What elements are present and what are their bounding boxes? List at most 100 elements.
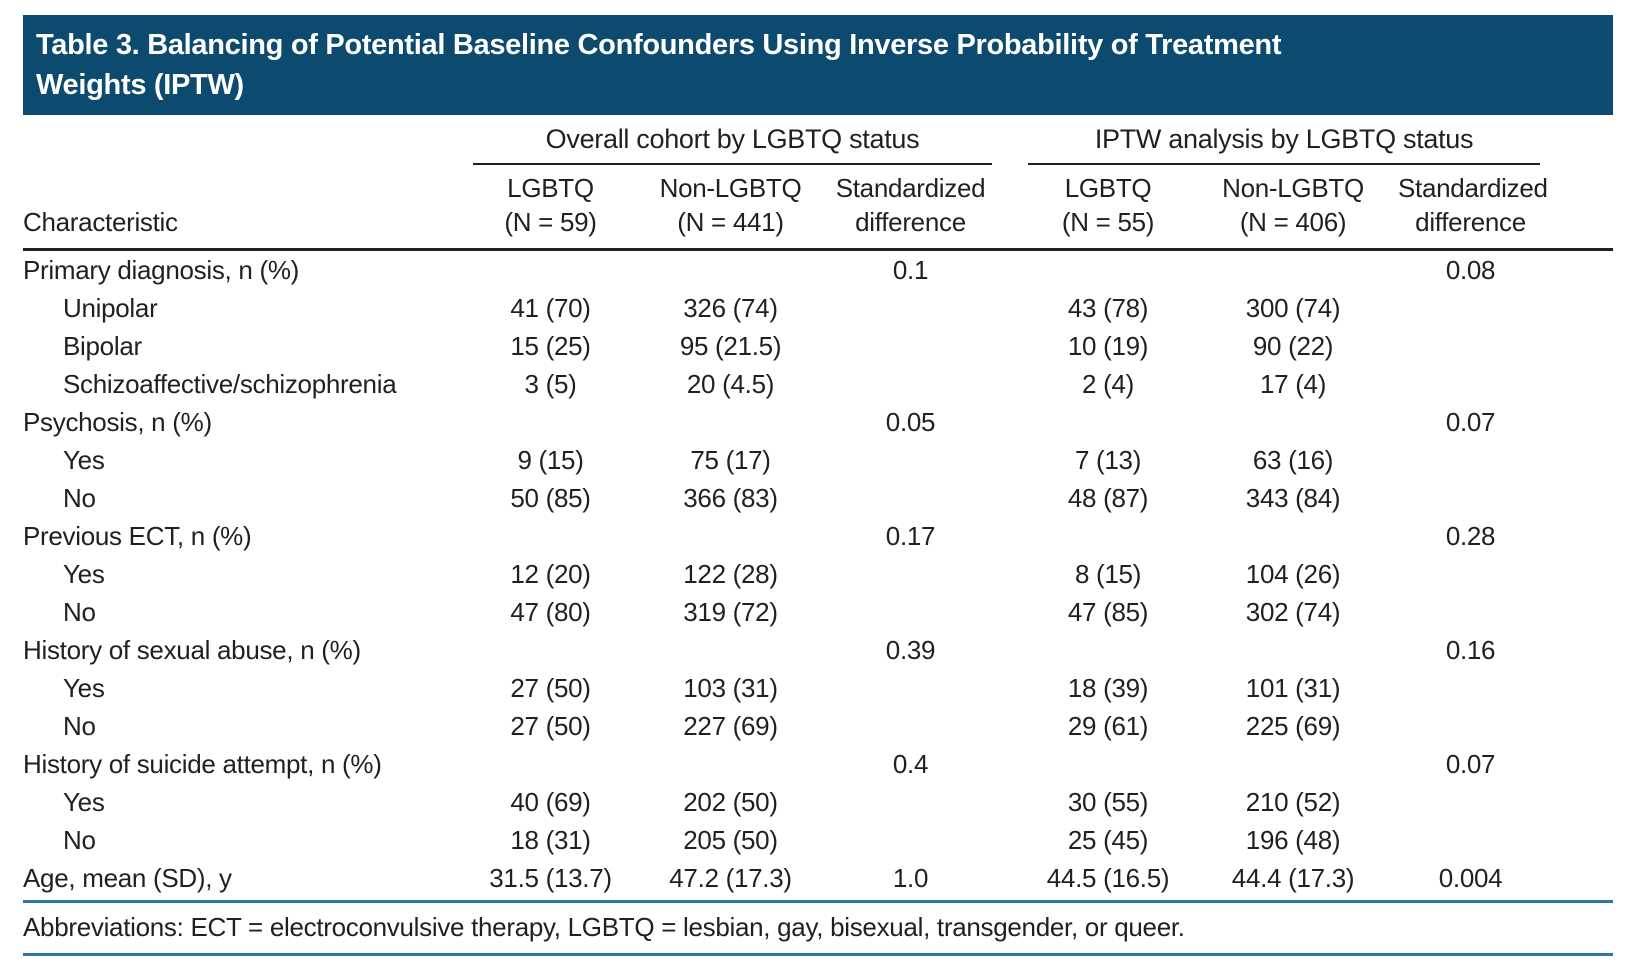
cell: 0.08: [1445, 255, 1496, 285]
cell: [1028, 517, 1188, 555]
cell: 41 (70): [510, 293, 591, 323]
table-body: Primary diagnosis, n (%) 0.1 0.08 Unipolar 4…: [23, 250, 1613, 898]
cell: [833, 555, 1028, 593]
cell: 300 (74): [1245, 293, 1341, 323]
column-header-line: difference: [855, 207, 966, 237]
table-row: Primary diagnosis, n (%) 0.1 0.08: [23, 250, 1613, 290]
cell: [1398, 783, 1613, 821]
cell: 103 (31): [683, 673, 778, 703]
cell: 2 (4): [1082, 369, 1134, 399]
row-label: Psychosis, n (%): [23, 407, 212, 437]
row-label: Previous ECT, n (%): [23, 521, 252, 551]
column-header-line: (N = 406): [1239, 207, 1347, 237]
cell: 3 (5): [524, 369, 577, 399]
cell: 0.16: [1445, 635, 1496, 665]
cell: [628, 517, 833, 555]
cell: [473, 250, 628, 290]
table-row: History of sexual abuse, n (%) 0.39 0.16: [23, 631, 1613, 669]
cell: 27 (50): [510, 711, 591, 741]
column-header-line: Non-LGBTQ: [659, 173, 802, 203]
column-header-line: Standardized: [835, 173, 986, 203]
cell: 326 (74): [683, 293, 778, 323]
cell: [1398, 593, 1613, 631]
table-container: Overall cohort by LGBTQ status IPTW anal…: [23, 120, 1614, 956]
table-header: Overall cohort by LGBTQ status IPTW anal…: [23, 120, 1614, 251]
cell: 1.0: [892, 863, 929, 893]
row-label: Bipolar: [63, 331, 142, 361]
cell: 47.2 (17.3): [669, 863, 792, 893]
column-header-line: Standardized: [1398, 173, 1548, 203]
group-header-iptw-label: IPTW analysis by LGBTQ status: [1028, 124, 1541, 165]
cell: 20 (4.5): [686, 369, 775, 399]
group-header-row: Overall cohort by LGBTQ status IPTW anal…: [23, 120, 1613, 165]
cell: [833, 479, 1028, 517]
cell: 0.1: [892, 255, 929, 285]
cell: [628, 631, 833, 669]
table-footnote: Abbreviations: ECT = electroconvulsive t…: [23, 900, 1613, 956]
table-row: Yes 12 (20) 122 (28) 8 (15) 104 (26): [23, 555, 1613, 593]
table-row: Yes 9 (15) 75 (17) 7 (13) 63 (16): [23, 441, 1613, 479]
table-row: Yes 40 (69) 202 (50) 30 (55) 210 (52): [23, 783, 1613, 821]
row-label: Yes: [63, 787, 105, 817]
cell: 202 (50): [683, 787, 778, 817]
cell: 15 (25): [510, 331, 591, 361]
column-header-lgbtq-overall: LGBTQ (N = 59): [473, 165, 628, 251]
table-row: Age, mean (SD), y 31.5 (13.7) 47.2 (17.3) 1…: [23, 859, 1613, 897]
cell: 122 (28): [683, 559, 778, 589]
cell: [833, 365, 1028, 403]
cell: [473, 631, 628, 669]
cell: [1028, 745, 1188, 783]
group-header-spacer: [23, 120, 473, 165]
cell: [1188, 403, 1398, 441]
cell: [1028, 250, 1188, 290]
column-header-stddiff-iptw: Standardized difference: [1398, 165, 1614, 251]
cell: [1188, 631, 1398, 669]
cell: [1028, 403, 1188, 441]
column-header-nonlgbtq-iptw: Non-LGBTQ (N = 406): [1188, 165, 1399, 251]
cell: 18 (31): [510, 825, 591, 855]
cell: 44.5 (16.5): [1046, 863, 1170, 893]
cell: [1398, 479, 1613, 517]
cell: [473, 745, 628, 783]
table-row: No 27 (50) 227 (69) 29 (61) 225 (69): [23, 707, 1613, 745]
cell: 0.07: [1445, 407, 1496, 437]
cell: [833, 707, 1028, 745]
cell: 0.004: [1438, 863, 1503, 893]
cell: 25 (45): [1067, 825, 1149, 855]
row-label: Yes: [63, 559, 105, 589]
column-header-line: (N = 59): [504, 207, 597, 237]
column-header-nonlgbtq-overall: Non-LGBTQ (N = 441): [628, 165, 833, 251]
row-label: No: [63, 483, 96, 513]
row-label: Unipolar: [63, 293, 158, 323]
cell: 0.39: [885, 635, 936, 665]
cell: [833, 593, 1028, 631]
cell: 17 (4): [1259, 369, 1327, 399]
cell: 0.07: [1445, 749, 1496, 779]
cell: [1188, 517, 1398, 555]
cell: 63 (16): [1252, 445, 1334, 475]
cell: 0.28: [1445, 521, 1496, 551]
cell: 90 (22): [1252, 331, 1334, 361]
cell: 27 (50): [510, 673, 591, 703]
cell: 343 (84): [1245, 483, 1341, 513]
row-label: Schizoaffective/schizophrenia: [63, 369, 397, 399]
table-row: Previous ECT, n (%) 0.17 0.28: [23, 517, 1613, 555]
cell: 225 (69): [1245, 711, 1341, 741]
row-label: History of sexual abuse, n (%): [23, 635, 361, 665]
cell: 10 (19): [1067, 331, 1149, 361]
cell: [1398, 669, 1613, 707]
row-label: Primary diagnosis, n (%): [23, 255, 299, 285]
row-label: History of suicide attempt, n (%): [23, 749, 382, 779]
cell: 50 (85): [510, 483, 591, 513]
cell: [1398, 289, 1613, 327]
row-label: No: [63, 825, 96, 855]
group-header-overall-label: Overall cohort by LGBTQ status: [473, 124, 993, 165]
cell: [1188, 250, 1398, 290]
cell: 319 (72): [683, 597, 778, 627]
cell: 196 (48): [1245, 825, 1341, 855]
table-row: No 18 (31) 205 (50) 25 (45) 196 (48): [23, 821, 1613, 859]
table-row: Psychosis, n (%) 0.05 0.07: [23, 403, 1613, 441]
cell: 302 (74): [1245, 597, 1341, 627]
cell: [1028, 631, 1188, 669]
cell: 30 (55): [1067, 787, 1149, 817]
